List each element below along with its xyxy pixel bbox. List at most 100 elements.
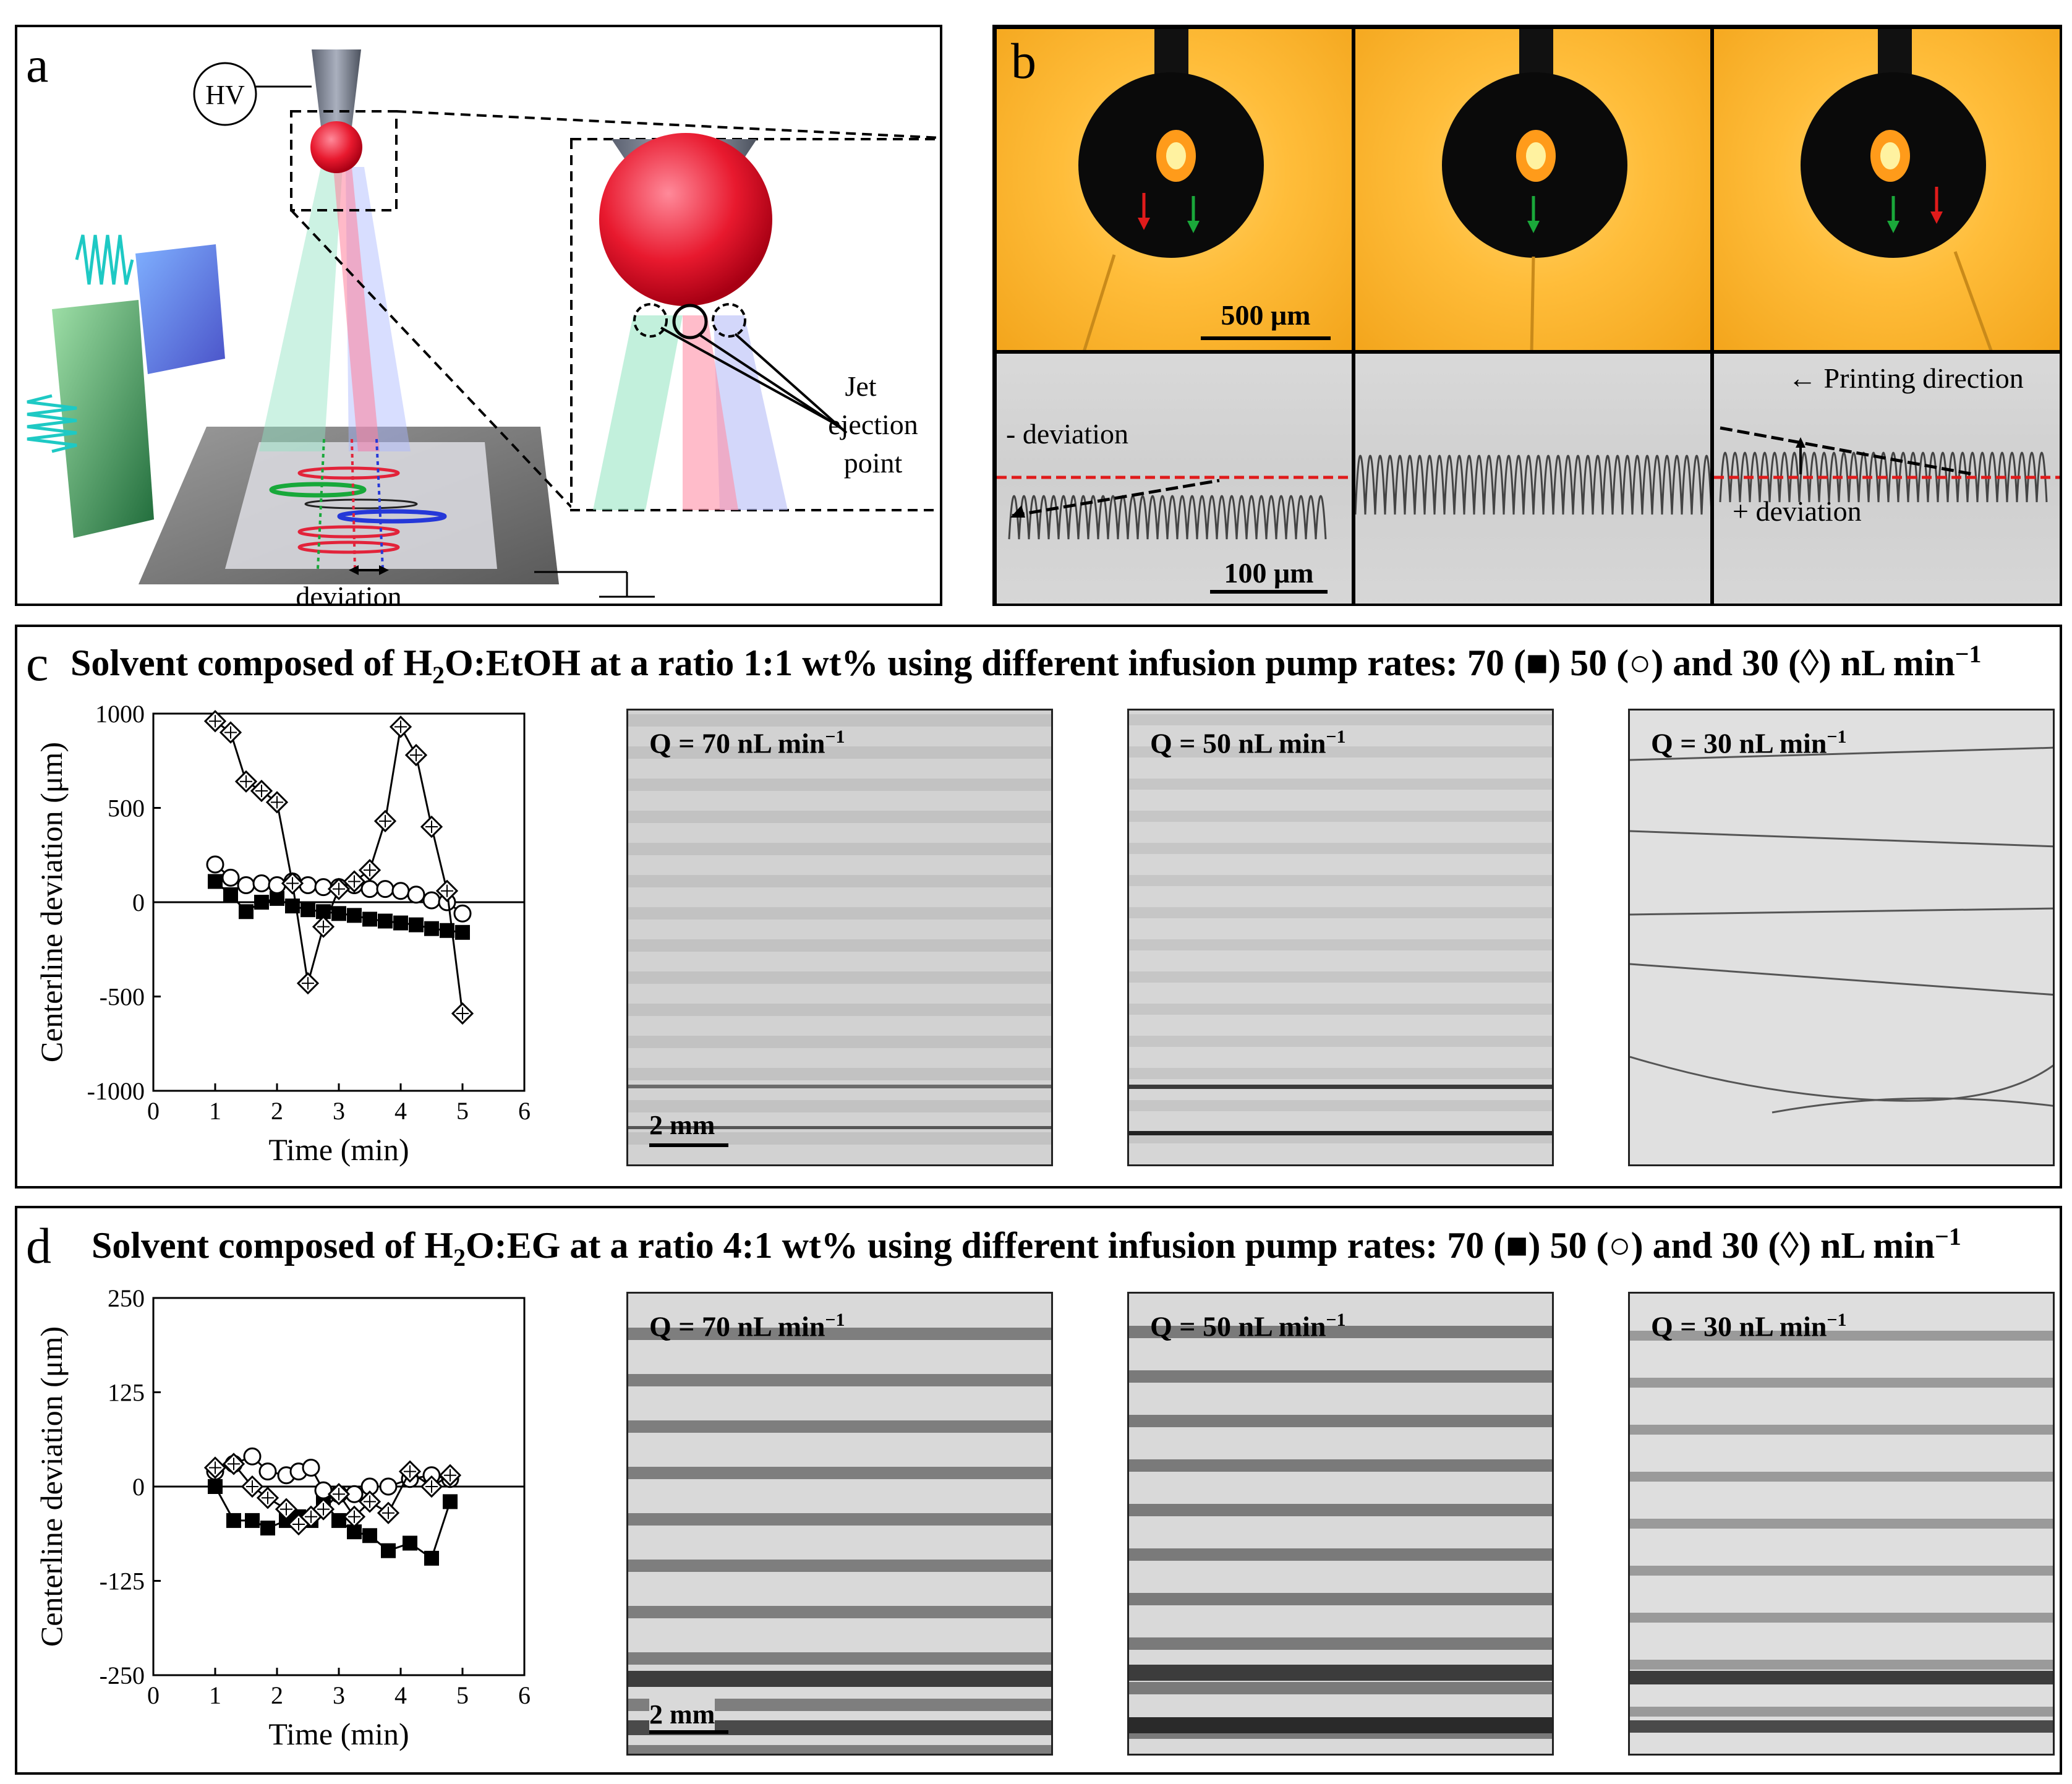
x-tick-label: 2	[271, 1097, 283, 1125]
y-axis-label: Centerline deviation (μm)	[34, 1326, 69, 1647]
print-image-right: ← Printing direction + deviation	[1712, 352, 2060, 604]
panel-d-title-post: O:EG at a ratio 4:1 wt% using different …	[466, 1225, 1935, 1266]
scale-c: 2 mm	[649, 1110, 715, 1140]
marker-square	[424, 1550, 439, 1566]
jet-label-1: Jet	[845, 370, 876, 402]
trace-blue	[337, 509, 447, 524]
marker-square	[301, 902, 315, 918]
panel-d-title: Solvent composed of H2O:EG at a ratio 4:…	[92, 1222, 1961, 1272]
y-tick-label: 1000	[95, 700, 145, 728]
y-tick-label: -1000	[87, 1077, 145, 1105]
jet-label-3: point	[844, 447, 903, 479]
x-axis-label: Time (min)	[268, 1132, 409, 1167]
green-block	[52, 300, 154, 538]
marker-circle	[314, 1481, 333, 1500]
marker-circle	[258, 1462, 277, 1481]
marker-circle	[422, 891, 441, 910]
hv-label: HV	[205, 80, 245, 110]
micrograph-c-30: Q = 30 nL min−1	[1628, 709, 2055, 1166]
q-label-d-70: Q = 70 nL min−1	[649, 1310, 845, 1342]
y-tick-label: 250	[108, 1284, 145, 1312]
marker-square	[260, 1521, 275, 1536]
panel-d-title-sub: 2	[453, 1244, 466, 1271]
micrograph-c-70: Q = 70 nL min−1 2 mm	[626, 709, 1053, 1166]
x-tick-label: 4	[394, 1681, 407, 1709]
x-tick-label: 3	[333, 1681, 345, 1709]
x-axis-label: Time (min)	[268, 1717, 409, 1751]
marker-square	[424, 921, 439, 936]
marker-square	[378, 913, 393, 929]
green-beam	[259, 167, 343, 451]
print-image-left: - deviation 100 μm	[995, 352, 1354, 604]
marker-circle	[407, 886, 425, 904]
panel-a-illustration: HV deviation	[27, 49, 940, 606]
pos-deviation-label: + deviation	[1733, 495, 1862, 527]
panel-d-label: d	[26, 1218, 51, 1274]
y-tick-label: 0	[132, 1473, 145, 1501]
y-tick-label: -500	[100, 983, 145, 1011]
ejection-point-right	[712, 303, 746, 338]
trace-red-2	[297, 525, 400, 539]
q-label-d-30: Q = 30 nL min−1	[1651, 1310, 1847, 1342]
scale-d: 2 mm	[649, 1699, 715, 1730]
x-tick-label: 3	[333, 1097, 345, 1125]
panel-c-title-pre: Solvent composed of H	[70, 642, 432, 683]
trace-black	[304, 498, 418, 510]
x-tick-label: 1	[209, 1681, 221, 1709]
panel-c: c Solvent composed of H2O:EtOH at a rati…	[15, 625, 2062, 1189]
panel-c-title-sub: 2	[432, 661, 445, 689]
marker-square	[208, 874, 223, 889]
micrograph-d-30: Q = 30 nL min−1	[1628, 1292, 2055, 1756]
trace-red-3	[297, 540, 400, 554]
ejection-point-center	[672, 304, 708, 339]
x-tick-label: 2	[271, 1681, 283, 1709]
marker-square	[331, 906, 346, 921]
marker-circle	[243, 1447, 262, 1466]
x-tick-label: 0	[147, 1097, 160, 1125]
chart-d: 0 1 2 3 4 5 6 250 125 0 -125 -250 Time (min) Centerli…	[34, 1284, 531, 1751]
inset-beam-blue	[714, 315, 788, 510]
inset-beam-green	[593, 315, 683, 510]
marker-circle	[302, 1459, 320, 1477]
droplet-image-left: 500 μm	[995, 27, 1354, 352]
y-tick-label: -250	[100, 1662, 145, 1689]
print-image-center	[1354, 352, 1712, 604]
printing-direction-label: ← Printing direction	[1788, 362, 2024, 394]
marker-circle	[206, 855, 224, 874]
droplet-image-center	[1354, 27, 1712, 352]
panel-c-title: Solvent composed of H2O:EtOH at a ratio …	[70, 639, 1982, 689]
y-axis-label: Centerline deviation (μm)	[34, 742, 69, 1062]
deviation-label: deviation	[296, 581, 401, 606]
q-label-c-30: Q = 30 nL min−1	[1651, 727, 1847, 759]
marker-square	[347, 908, 362, 923]
nozzle	[312, 49, 361, 127]
marker-square	[443, 1494, 458, 1509]
wave-top	[75, 234, 134, 285]
series-line-diamond	[215, 720, 464, 1014]
trace-red-1	[297, 466, 400, 480]
x-tick-label: 0	[147, 1681, 160, 1709]
marker-square	[239, 904, 254, 920]
panel-b-label: b	[1011, 33, 1036, 89]
x-tick-label: 6	[518, 1681, 531, 1709]
marker-square	[455, 924, 470, 940]
y-tick-label: 0	[132, 889, 145, 916]
x-tick-label: 5	[456, 1097, 469, 1125]
marker-circle	[391, 882, 410, 900]
marker-square	[403, 1535, 417, 1551]
marker-square	[362, 1528, 377, 1543]
marker-circle	[299, 876, 317, 895]
substrate-glass	[225, 442, 497, 569]
wave-side	[27, 394, 77, 453]
marker-circle	[268, 876, 286, 895]
panel-d-title-sup: −1	[1935, 1223, 1961, 1250]
chart-c: 0 1 2 3 4 5 6 1000 500 0 -500 -1000 Time (min) Center…	[34, 700, 531, 1167]
marker-square	[226, 1513, 241, 1528]
hv-circle	[193, 62, 257, 126]
marker-circle	[453, 904, 472, 923]
x-tick-label: 6	[518, 1097, 531, 1125]
zoom-box	[290, 110, 398, 211]
marker-circle	[376, 880, 394, 898]
ejection-point-left	[633, 303, 668, 338]
marker-circle	[252, 874, 271, 892]
